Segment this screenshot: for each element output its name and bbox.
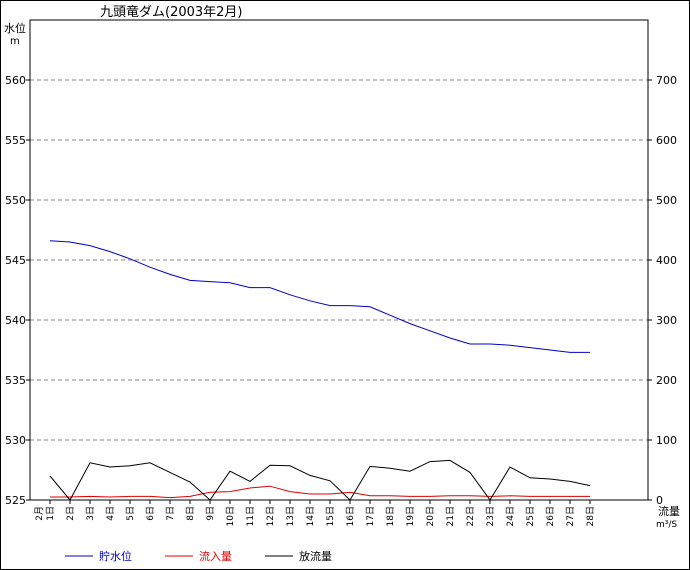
- right-tick-label: 300: [656, 314, 677, 327]
- x-tick-label: 18日: [385, 506, 396, 526]
- right-tick-label: 200: [656, 374, 677, 387]
- right-tick-label: 0: [656, 494, 663, 507]
- right-axis-unit: m³/S: [656, 520, 677, 530]
- x-tick-label: 13日: [285, 506, 296, 526]
- x-tick-label: 15日: [325, 506, 336, 526]
- x-tick-label: 3日: [85, 506, 96, 521]
- right-axis-label: 流量: [658, 504, 680, 518]
- right-tick-label: 100: [656, 434, 677, 447]
- left-tick-label: 545: [5, 254, 26, 267]
- left-axis-label: 水位: [4, 21, 26, 35]
- left-tick-label: 550: [5, 194, 26, 207]
- x-tick-label: 5日: [125, 506, 136, 521]
- x-tick-label: 7日: [165, 506, 176, 521]
- x-tick-label: 1日: [45, 506, 56, 521]
- series-lines: [49, 240, 591, 501]
- legend-label: 流入量: [199, 549, 232, 563]
- left-tick-label: 555: [5, 134, 26, 147]
- x-tick-label: 11日: [245, 506, 256, 526]
- x-tick-label: 20日: [425, 506, 436, 526]
- x-tick-label: 23日: [485, 506, 496, 526]
- x-tick-label: 10日: [225, 506, 236, 526]
- right-tick-label: 700: [656, 74, 677, 87]
- x-tick-label: 22日: [465, 506, 476, 526]
- x-tick-label: 8日: [185, 506, 196, 521]
- x-tick-label: 16日: [345, 506, 356, 526]
- x-tick-label: 14日: [305, 506, 316, 526]
- right-tick-label: 400: [656, 254, 677, 267]
- left-tick-label: 540: [5, 314, 26, 327]
- x-tick-label: 26日: [545, 506, 556, 526]
- series-line-3: [49, 459, 591, 501]
- x-tick-label: 28日: [585, 506, 596, 526]
- left-tick-label: 560: [5, 74, 26, 87]
- x-tick-label: 19日: [405, 506, 416, 526]
- x-tick-label: 27日: [565, 506, 576, 526]
- x-tick-label: 12日: [265, 506, 276, 526]
- x-tick-label: 6日: [145, 506, 156, 521]
- left-tick-label: 530: [5, 434, 26, 447]
- x-tick-label: 2日: [65, 506, 76, 521]
- chart-title: 九頭竜ダム(2003年2月): [100, 5, 243, 20]
- left-tick-label: 525: [5, 494, 26, 507]
- x-tick-label: 9日: [205, 506, 216, 521]
- x-tick-label: 4日: [105, 506, 116, 521]
- legend-label: 放流量: [299, 549, 332, 563]
- grid-layer: [30, 79, 648, 441]
- series-line-2: [50, 485, 590, 499]
- right-tick-label: 500: [656, 194, 677, 207]
- legend-label: 貯水位: [99, 549, 132, 563]
- x-tick-label: 21日: [445, 506, 456, 526]
- tick-labels: 525 530 535 540 545 550 555 560 0 100 200 300 400 500…: [5, 74, 677, 526]
- month-label: 2月: [34, 506, 45, 521]
- series-line-1: [49, 240, 590, 353]
- x-tick-label: 24日: [505, 506, 516, 526]
- left-tick-label: 535: [5, 374, 26, 387]
- legend: 貯水位 流入量 放流量: [65, 549, 332, 563]
- x-tick-label: 17日: [365, 506, 376, 526]
- right-tick-label: 600: [656, 134, 677, 147]
- left-axis-unit: m: [10, 36, 20, 47]
- x-tick-label: 25日: [525, 506, 536, 526]
